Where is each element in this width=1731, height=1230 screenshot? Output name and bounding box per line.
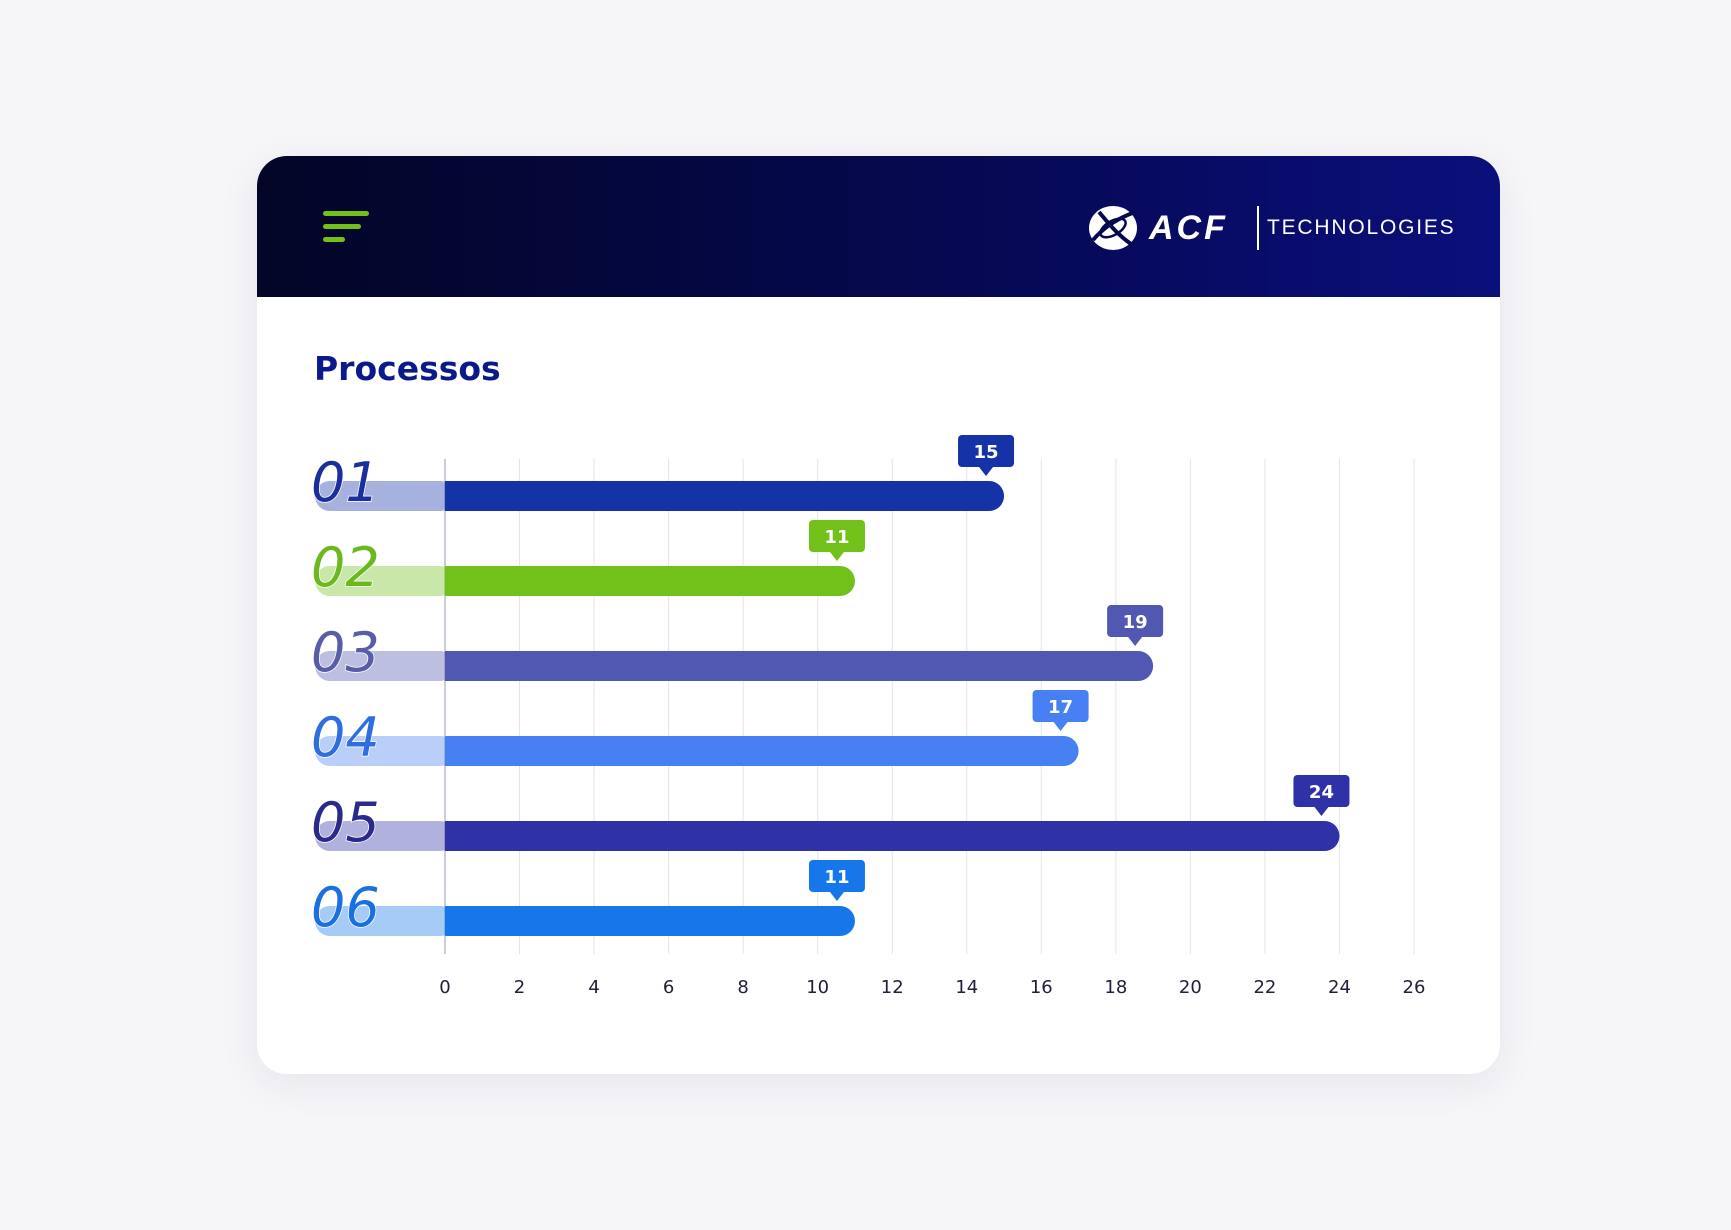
value-label: 17 [1048,697,1073,718]
value-badge [1107,605,1164,637]
bar-left-edge [445,736,465,766]
x-tick-label: 24 [1328,977,1351,998]
category-label: 05 [311,791,380,854]
value-badge-pointer [829,552,844,561]
logo-divider [1257,206,1259,250]
x-tick-label: 2 [514,977,525,998]
bar [445,566,855,596]
bar-left-edge [445,566,465,596]
app-header: ACF TECHNOLOGIES [257,156,1500,297]
x-tick-label: 20 [1179,977,1202,998]
category-label: 06 [311,876,380,939]
x-tick-label: 0 [439,977,450,998]
bar [445,736,1079,766]
value-badge [1293,775,1350,807]
value-badge-pointer [979,467,994,476]
globe-logo-icon [1089,206,1137,250]
value-badge [958,435,1015,467]
category-track [315,651,455,681]
logo-brand-text: ACF [1149,209,1228,247]
x-tick-label: 14 [955,977,978,998]
value-badge-pointer [1314,807,1329,816]
x-tick-label: 16 [1030,977,1053,998]
category-track [315,736,455,766]
value-badge-pointer [1053,722,1068,731]
category-label: 01 [311,451,380,514]
value-badge-pointer [1128,637,1143,646]
bar-left-edge [445,481,465,511]
category-track [315,821,455,851]
acf-technologies-logo: ACF TECHNOLOGIES [1087,204,1454,252]
x-tick-label: 10 [806,977,829,998]
bar [445,906,855,936]
bar [445,821,1340,851]
value-label: 11 [824,867,849,888]
x-tick-label: 22 [1253,977,1276,998]
x-tick-label: 18 [1104,977,1127,998]
value-label: 11 [824,527,849,548]
value-badge [1032,690,1089,722]
category-label: 02 [311,536,380,599]
bar-left-edge [445,906,465,936]
logo-tagline: TECHNOLOGIES [1267,216,1456,239]
category-label: 04 [311,706,380,769]
processes-card: ACF TECHNOLOGIES Processos 0 2 4 6 8 10 12 14 16… [257,156,1500,1074]
x-tick-label: 6 [663,977,674,998]
value-badge-pointer [829,892,844,901]
value-badge [808,860,865,892]
hamburger-menu-icon[interactable] [323,211,369,247]
value-label: 24 [1309,782,1334,803]
category-track [315,906,455,936]
category-track [315,566,455,596]
bar [445,481,1005,511]
bar-left-edge [445,651,465,681]
x-tick-label: 12 [881,977,904,998]
value-label: 19 [1123,612,1148,633]
category-track [315,481,455,511]
bar [445,651,1154,681]
x-tick-label: 8 [737,977,748,998]
x-tick-label: 4 [588,977,599,998]
page-title: Processos [314,349,501,388]
value-badge [808,520,865,552]
value-label: 15 [974,442,999,463]
category-label: 03 [311,621,380,684]
bar-left-edge [445,821,465,851]
x-tick-label: 26 [1403,977,1426,998]
